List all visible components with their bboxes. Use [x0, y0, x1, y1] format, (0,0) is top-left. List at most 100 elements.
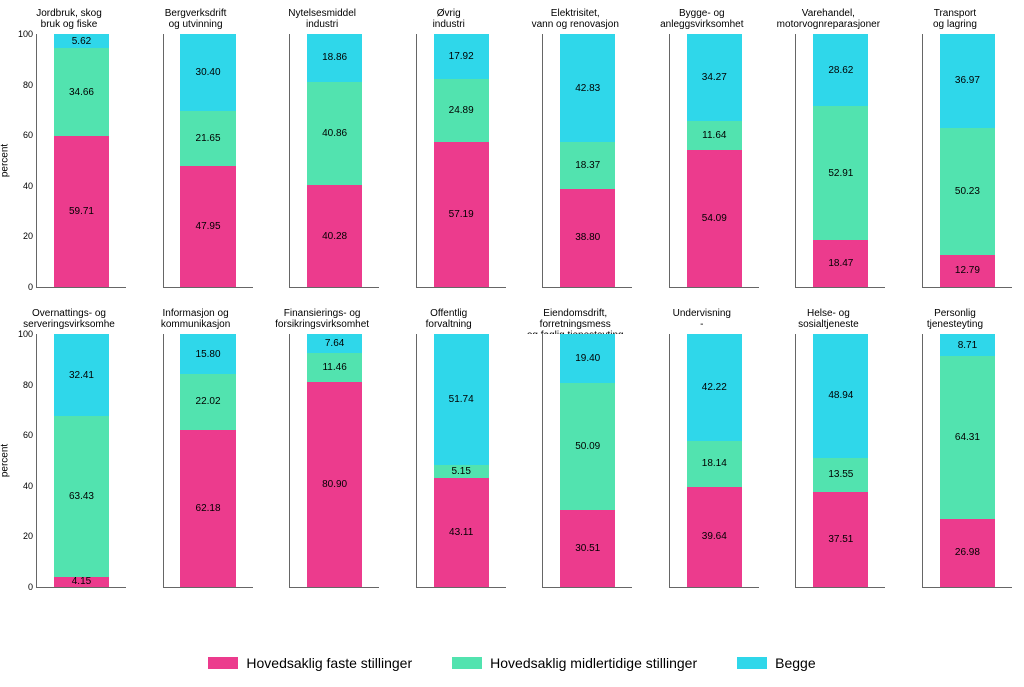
bar-segment-midl: 40.86 — [307, 82, 362, 185]
bar-value-label: 34.27 — [702, 72, 727, 83]
panel-title: Overnattings- og serveringsvirksomhe — [8, 308, 130, 334]
plot-area: percent02040608010059.7134.665.62 — [36, 34, 126, 288]
legend-label-begge: Begge — [775, 655, 815, 671]
bar-value-label: 12.79 — [955, 265, 980, 276]
bar-segment-begge: 42.22 — [687, 334, 742, 441]
bar-segment-begge: 51.74 — [434, 334, 489, 465]
bar-value-label: 7.64 — [325, 338, 344, 349]
bar-segment-midl: 22.02 — [180, 374, 235, 430]
chart-page: Jordbruk, skog bruk og fiskepercent02040… — [0, 0, 1024, 687]
bar-segment-begge: 48.94 — [813, 334, 868, 458]
panel-title: Nytelsesmiddel industri — [261, 8, 383, 34]
bar-value-label: 59.71 — [69, 206, 94, 217]
y-tick-label: 20 — [11, 231, 33, 241]
panel: Helse- og sosialtjeneste37.5113.5548.94 — [767, 308, 889, 588]
plot-area: 38.8018.3742.83 — [542, 34, 632, 288]
bar-segment-faste: 62.18 — [180, 430, 235, 587]
panel-title: Transport og lagring — [894, 8, 1016, 34]
panel: Bergverksdrift og utvinning 47.95 21.65 30.… — [135, 8, 257, 288]
bar-value-label: 34.66 — [69, 87, 94, 98]
stacked-bar: 39.64 18.14 42.22 — [687, 334, 742, 587]
bar-segment-midl: 50.23 — [940, 128, 995, 255]
bar-value-label: 21.65 — [196, 133, 221, 144]
bar-segment-midl: 34.66 — [54, 48, 109, 136]
legend-swatch-faste — [208, 657, 238, 669]
plot-area: percent0204060801004.1563.4332.41 — [36, 334, 126, 588]
bar-value-label: 30.40 — [196, 67, 221, 78]
y-tick-label: 40 — [11, 181, 33, 191]
legend-swatch-midl — [452, 657, 482, 669]
stacked-bar: 62.1822.02 15.80 — [180, 334, 235, 587]
bar-value-label: 11.46 — [322, 362, 346, 373]
bar-segment-faste: 54.09 — [687, 150, 742, 287]
bar-value-label: 54.09 — [702, 213, 727, 224]
stacked-bar: 40.2840.8618.86 — [307, 34, 362, 287]
bar-value-label: 11.64 — [702, 130, 726, 141]
bar-value-label: 5.15 — [451, 466, 470, 477]
stacked-bar: 59.71 34.66 5.62 — [54, 34, 109, 287]
bar-segment-midl: 63.43 — [54, 416, 109, 576]
panel-title: Bergverksdrift og utvinning — [135, 8, 257, 34]
panel-title: Informasjon og kommunikasjon — [135, 308, 257, 334]
bar-segment-faste: 18.47 — [813, 240, 868, 287]
plot-area: 40.2840.8618.86 — [289, 34, 379, 288]
panel: Informasjon og kommunikasjon 62.1822.02 15… — [135, 308, 257, 588]
bar-segment-begge: 8.71 — [940, 334, 995, 356]
bar-segment-midl: 24.89 — [434, 79, 489, 142]
bar-segment-faste: 43.11 — [434, 478, 489, 587]
bar-value-label: 18.37 — [575, 160, 600, 171]
legend-label-midl: Hovedsaklig midlertidige stillinger — [490, 655, 697, 671]
bar-value-label: 8.71 — [958, 340, 977, 351]
bar-segment-begge: 42.83 — [560, 34, 615, 142]
bar-value-label: 39.64 — [702, 531, 727, 542]
bar-segment-faste: 37.51 — [813, 492, 868, 587]
bar-value-label: 47.95 — [196, 221, 221, 232]
bar-value-label: 13.55 — [828, 469, 853, 480]
bar-segment-begge: 5.62 — [54, 34, 109, 48]
bar-segment-begge: 28.62 — [813, 34, 868, 106]
bar-value-label: 4.15 — [72, 576, 91, 587]
panel-title: Øvrig industri — [388, 8, 510, 34]
stacked-bar: 43.115.1551.74 — [434, 334, 489, 587]
small-multiples-grid: Jordbruk, skog bruk og fiskepercent02040… — [8, 8, 1016, 588]
bar-segment-begge: 19.40 — [560, 334, 615, 383]
bar-segment-faste: 4.15 — [54, 577, 109, 587]
bar-value-label: 15.80 — [196, 349, 221, 360]
bar-segment-midl: 50.09 — [560, 383, 615, 510]
bar-segment-faste: 40.28 — [307, 185, 362, 287]
bar-value-label: 5.62 — [72, 36, 91, 47]
bar-value-label: 19.40 — [575, 353, 600, 364]
bar-value-label: 50.23 — [955, 186, 980, 197]
stacked-bar: 57.1924.8917.92 — [434, 34, 489, 287]
bar-value-label: 17.92 — [449, 51, 474, 62]
bar-segment-midl: 18.14 — [687, 441, 742, 487]
bar-value-label: 18.47 — [828, 258, 853, 269]
bar-value-label: 30.51 — [575, 543, 600, 554]
panel-title: Elektrisitet, vann og renovasjon — [514, 8, 636, 34]
bar-value-label: 40.86 — [322, 128, 347, 139]
bar-value-label: 32.41 — [69, 370, 94, 381]
plot-area: 43.115.1551.74 — [416, 334, 506, 588]
legend-label-faste: Hovedsaklig faste stillinger — [246, 655, 412, 671]
legend-item-midl: Hovedsaklig midlertidige stillinger — [452, 655, 697, 671]
bar-segment-begge: 34.27 — [687, 34, 742, 121]
stacked-bar: 54.09 11.64 34.27 — [687, 34, 742, 287]
y-tick-label: 0 — [11, 582, 33, 592]
legend-item-begge: Begge — [737, 655, 815, 671]
bar-value-label: 42.22 — [702, 382, 727, 393]
plot-area: 12.7950.2336.97 — [922, 34, 1012, 288]
bar-segment-midl: 5.15 — [434, 465, 489, 478]
plot-area: 26.9864.318.71 — [922, 334, 1012, 588]
bar-segment-faste: 26.98 — [940, 519, 995, 587]
plot-area: 18.47 52.91 28.62 — [795, 34, 885, 288]
bar-segment-begge: 30.40 — [180, 34, 235, 111]
bar-segment-midl: 18.37 — [560, 142, 615, 188]
y-tick-label: 60 — [11, 430, 33, 440]
panel-title: Eiendomsdrift, forretningsmess og faglig… — [514, 308, 636, 334]
bar-value-label: 63.43 — [69, 491, 94, 502]
bar-value-label: 52.91 — [828, 168, 853, 179]
panel-row-bottom: Overnattings- og serveringsvirksomheperc… — [8, 308, 1016, 588]
panel: Eiendomsdrift, forretningsmess og faglig… — [514, 308, 636, 588]
panel-title: Finansierings- og forsikringsvirksomhet — [261, 308, 383, 334]
panel: Finansierings- og forsikringsvirksomhet8… — [261, 308, 383, 588]
